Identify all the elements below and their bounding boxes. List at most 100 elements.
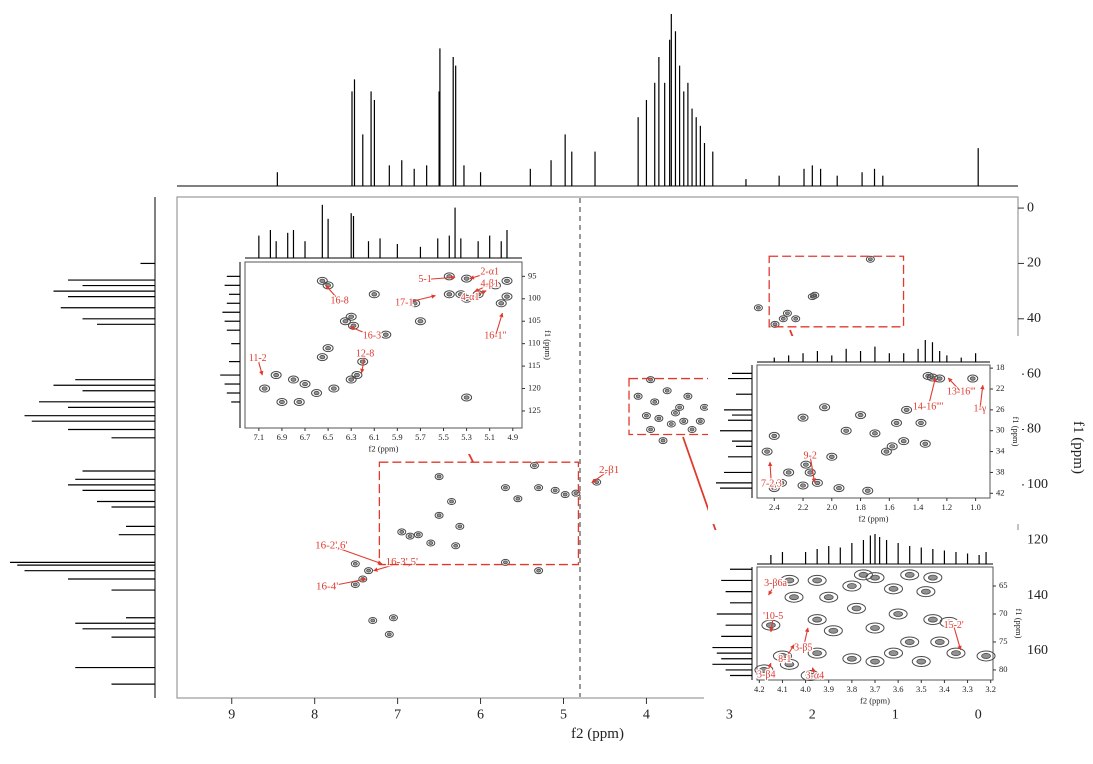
y-tick-label: 120: [528, 382, 541, 392]
inset-panel: 7.1 6.9 6.7 6.5 6.3 6.1 5.9 5.7 5.5 5.3 5.1 4.9 95 10…: [214, 198, 554, 454]
annotation-arrow: [927, 377, 937, 408]
contour-peak: [869, 429, 881, 438]
contour-ring: [498, 301, 505, 306]
contour-peak: [316, 276, 328, 285]
contour-ring: [668, 422, 674, 426]
x-axis-label: f2 (ppm): [369, 444, 399, 454]
contour-ring: [644, 413, 649, 418]
contour-ring: [697, 419, 703, 424]
contour-ring: [366, 568, 371, 573]
annotation-label: 14-16'''': [913, 402, 944, 413]
annotation-arrow: [947, 377, 962, 393]
contour-ring: [927, 616, 938, 623]
contour-peak: [384, 630, 394, 638]
contour-ring: [814, 480, 821, 486]
x-tick-label: 3.3: [962, 684, 973, 694]
contour-ring: [635, 394, 641, 399]
contour-peak: [855, 411, 867, 420]
contour-peak: [259, 384, 271, 393]
contour-peak: [923, 572, 943, 584]
annotation-arrow: [784, 644, 795, 661]
contour-peak: [513, 495, 523, 503]
contour-ring: [784, 661, 795, 668]
annotation-arrow: [469, 290, 487, 299]
y-tick-label: 40: [1027, 311, 1041, 326]
contour-ring: [504, 294, 510, 299]
contour-ring: [319, 278, 326, 283]
contour-peak: [501, 292, 513, 301]
y-tick-label: 160: [1027, 643, 1048, 658]
x-tick-label: 0: [975, 707, 982, 722]
contour-ring: [446, 292, 453, 297]
contour-ring: [846, 655, 857, 662]
annotation-label: 17-1: [395, 298, 413, 309]
contour-peak: [819, 403, 831, 412]
contour-ring: [772, 322, 778, 327]
annotation-label: 16-2',6': [315, 539, 347, 551]
contour-ring: [562, 492, 568, 497]
contour-peak: [287, 375, 299, 384]
x-tick-label: 4.9: [507, 432, 518, 442]
contour-peak: [413, 531, 423, 539]
contour-peak: [350, 560, 360, 568]
contour-peak: [919, 439, 931, 448]
contour-ring: [793, 316, 799, 321]
contour-ring: [789, 594, 799, 601]
x-tick-label: 3.6: [893, 684, 904, 694]
contour-peak: [819, 591, 839, 603]
contour-ring: [846, 583, 857, 589]
contour-peak: [339, 317, 351, 326]
x-tick-label: 3.5: [916, 684, 927, 694]
annotation-arrow: [591, 470, 610, 484]
x-tick-label: 6.7: [300, 432, 311, 442]
x-tick-label: 2: [809, 707, 816, 722]
annotation-arrow: [811, 667, 816, 677]
y-tick-label: 100: [1027, 477, 1048, 492]
x-tick-label: 1: [892, 707, 899, 722]
x-tick-label: 1.2: [942, 502, 953, 512]
contour-ring: [660, 438, 666, 443]
y-tick-label: 105: [528, 315, 541, 325]
annotation-arrow: [768, 583, 776, 596]
contour-peak: [687, 426, 697, 434]
contour-ring: [342, 319, 349, 324]
y-axis-label: f1 (ppm): [1070, 421, 1086, 474]
contour-peak: [842, 653, 862, 665]
contour-peak: [754, 664, 774, 676]
region-box: [768, 255, 905, 328]
contour-peak: [270, 371, 282, 380]
annotation-label: 2-α1: [480, 267, 499, 278]
contour-peak: [976, 650, 996, 662]
contour-ring: [828, 627, 839, 634]
contour-peak: [633, 392, 643, 400]
contour-peak: [797, 481, 809, 490]
contour-peak: [461, 294, 473, 303]
contour-ring: [812, 616, 823, 623]
contour-peak: [500, 484, 510, 492]
contour-ring: [536, 568, 542, 573]
contour-ring: [371, 292, 378, 297]
contour-peak: [299, 380, 311, 389]
annotation-arrow: [953, 625, 962, 651]
x-tick-label: 2.2: [798, 502, 809, 512]
contour-peak: [426, 539, 436, 547]
annotation-arrow: [327, 577, 367, 588]
contour-ring: [685, 394, 691, 399]
contour-ring: [436, 474, 442, 479]
y-tick-label: 0: [1027, 200, 1034, 215]
contour-ring: [771, 433, 778, 439]
contour-peak: [853, 569, 873, 581]
annotation-label: '10-5: [763, 611, 783, 622]
contour-peak: [891, 418, 903, 427]
contour-peak: [662, 387, 672, 395]
contour-peak: [900, 569, 920, 581]
contour-peak: [865, 255, 875, 263]
annotation-arrow: [765, 662, 772, 676]
contour-peak: [865, 622, 885, 634]
contour-peak: [311, 389, 323, 398]
contour-ring: [279, 399, 285, 405]
inset-panel: 2.4 2.2 2.0 1.8 1.6 1.4 1.2 1.0 18 22 26 30 34 38 42 f2…: [708, 336, 1022, 524]
contour-peak: [345, 312, 357, 321]
contour-ring: [836, 485, 842, 491]
contour-peak: [534, 567, 544, 575]
